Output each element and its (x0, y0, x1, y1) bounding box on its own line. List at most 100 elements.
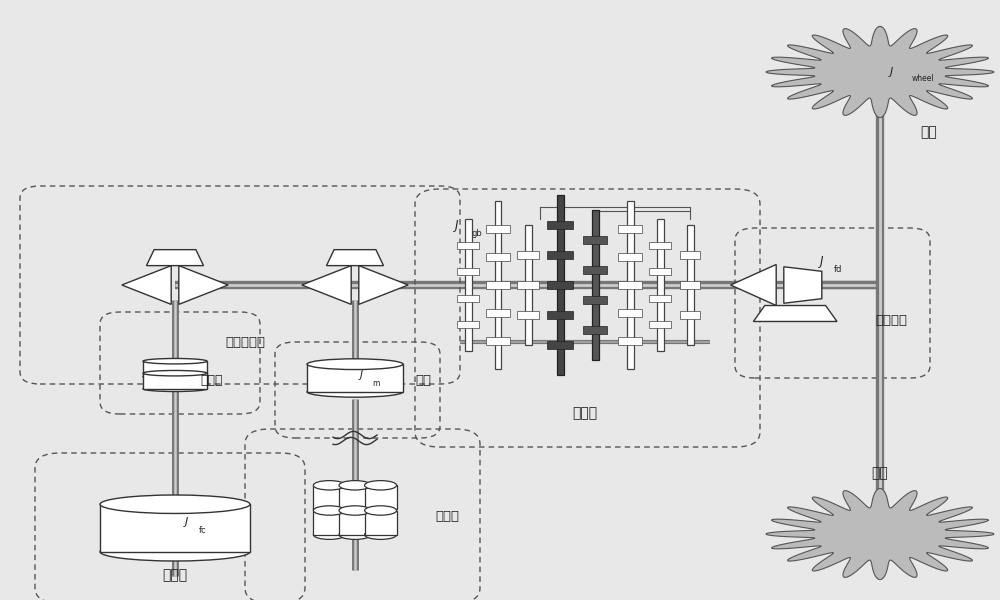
Polygon shape (766, 26, 994, 118)
Bar (486, 310, 510, 317)
Polygon shape (122, 266, 171, 304)
Text: gb: gb (471, 229, 482, 238)
Ellipse shape (307, 359, 403, 370)
Ellipse shape (313, 481, 345, 490)
Text: J: J (455, 218, 458, 232)
Bar (686, 225, 694, 345)
Bar (680, 251, 700, 259)
Bar (547, 281, 573, 289)
Bar (547, 311, 573, 319)
Text: 电机: 电机 (415, 374, 431, 388)
Ellipse shape (339, 481, 371, 490)
Bar (525, 225, 532, 345)
Bar (618, 310, 642, 317)
Bar (626, 201, 634, 369)
Bar (457, 321, 479, 328)
Text: J: J (185, 517, 188, 527)
Text: wheel: wheel (912, 74, 935, 83)
Polygon shape (365, 511, 397, 535)
Ellipse shape (365, 530, 397, 539)
Text: fc: fc (199, 526, 207, 535)
Bar (547, 221, 573, 229)
Bar (649, 295, 671, 302)
Ellipse shape (313, 506, 345, 515)
Bar (680, 311, 700, 319)
Bar (547, 341, 573, 349)
Bar (657, 219, 664, 351)
Bar (583, 236, 607, 244)
Polygon shape (307, 364, 403, 392)
Polygon shape (339, 511, 371, 535)
Polygon shape (766, 488, 994, 580)
Text: fd: fd (834, 265, 842, 274)
Ellipse shape (143, 358, 207, 364)
Bar (486, 337, 510, 344)
Bar (486, 253, 510, 260)
Bar (464, 219, 472, 351)
Bar (618, 253, 642, 260)
Polygon shape (100, 504, 250, 552)
Polygon shape (731, 265, 776, 305)
Text: 变速器: 变速器 (572, 406, 598, 420)
Bar (457, 268, 479, 275)
Text: J: J (360, 370, 363, 380)
Bar (618, 226, 642, 233)
Ellipse shape (100, 495, 250, 514)
Text: 转矩耦合器: 转矩耦合器 (225, 336, 265, 349)
Bar (649, 242, 671, 249)
Bar (143, 361, 207, 377)
Bar (143, 373, 207, 389)
Text: 车轮: 车轮 (872, 466, 888, 480)
Bar (486, 226, 510, 233)
Bar (457, 295, 479, 302)
Ellipse shape (365, 481, 397, 490)
Polygon shape (753, 305, 837, 322)
Polygon shape (313, 511, 345, 535)
Bar (457, 242, 479, 249)
Polygon shape (326, 250, 383, 266)
Ellipse shape (100, 542, 250, 561)
Bar (517, 311, 539, 319)
Text: J: J (820, 254, 824, 268)
Bar (649, 321, 671, 328)
Ellipse shape (339, 530, 371, 539)
Ellipse shape (143, 370, 207, 376)
Text: 蓄电池: 蓄电池 (435, 509, 459, 523)
Bar (583, 266, 607, 274)
Polygon shape (302, 266, 351, 304)
Polygon shape (784, 267, 822, 303)
Ellipse shape (143, 374, 207, 380)
Polygon shape (359, 266, 408, 304)
Ellipse shape (365, 506, 397, 515)
Bar (618, 337, 642, 344)
Bar (486, 281, 510, 289)
Polygon shape (365, 485, 397, 509)
Text: J: J (890, 67, 893, 77)
Bar (618, 281, 642, 289)
Ellipse shape (365, 505, 397, 514)
Ellipse shape (313, 530, 345, 539)
Text: m: m (372, 379, 379, 388)
Text: 车轮: 车轮 (920, 125, 937, 139)
Ellipse shape (307, 386, 403, 397)
Ellipse shape (313, 505, 345, 514)
Bar (592, 210, 598, 360)
Polygon shape (313, 485, 345, 509)
Text: 主减速器: 主减速器 (875, 314, 907, 328)
Text: 发动机: 发动机 (162, 568, 188, 582)
Bar (680, 281, 700, 289)
Polygon shape (146, 250, 204, 266)
Ellipse shape (339, 505, 371, 514)
Bar (649, 268, 671, 275)
Text: 离合器: 离合器 (200, 374, 222, 388)
Bar (517, 281, 539, 289)
Polygon shape (339, 485, 371, 509)
Bar (583, 326, 607, 334)
Bar (494, 201, 501, 369)
Ellipse shape (143, 386, 207, 392)
Bar (547, 251, 573, 259)
Ellipse shape (339, 506, 371, 515)
Bar (583, 296, 607, 304)
Bar (557, 195, 564, 375)
Polygon shape (179, 266, 228, 304)
